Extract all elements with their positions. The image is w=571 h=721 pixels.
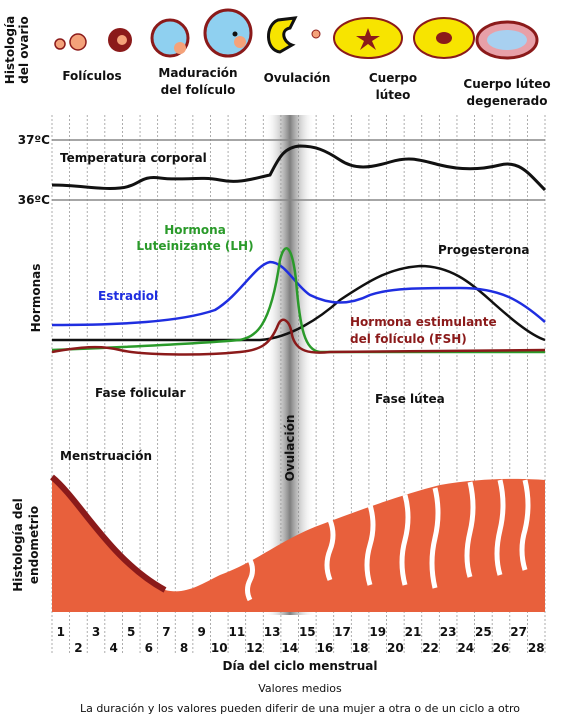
lh-label: Luteinizante (LH)	[136, 239, 253, 253]
stage-label: degenerado	[467, 94, 548, 108]
day-label: 8	[180, 641, 188, 655]
stage-label: Ovulación	[264, 71, 331, 85]
day-label: 22	[422, 641, 439, 655]
day-label: 14	[281, 641, 298, 655]
ovary-icons	[55, 10, 537, 58]
day-label: 12	[246, 641, 263, 655]
day-label: 17	[334, 625, 351, 639]
day-label: 23	[440, 625, 457, 639]
endometrium-axis-label: endometrio	[27, 506, 41, 584]
menstrual-cycle-diagram: Histología del ovario Folículos Maduraci…	[0, 0, 571, 721]
day-label: 18	[352, 641, 369, 655]
endometrium-axis-label: Histología del	[11, 498, 25, 591]
footer-note: La duración y los valores pueden diferir…	[80, 702, 520, 715]
day-label: 7	[162, 625, 170, 639]
ovulation-label: Ovulación	[283, 415, 297, 482]
phase-label: Fase folicular	[95, 386, 186, 400]
day-label: 3	[92, 625, 100, 639]
day-label: 28	[528, 641, 545, 655]
lh-label: Hormona	[164, 223, 226, 237]
stage-label: del folículo	[161, 83, 236, 97]
day-label: 20	[387, 641, 404, 655]
ovary-axis-label: Histología	[3, 16, 17, 84]
stage-label: lúteo	[376, 88, 411, 102]
stage-label: Maduración	[158, 66, 237, 80]
stage-label: Folículos	[62, 69, 121, 83]
day-label: 4	[109, 641, 117, 655]
day-label: 15	[299, 625, 316, 639]
estradiol-label: Estradiol	[98, 289, 158, 303]
day-label: 6	[145, 641, 153, 655]
day-label: 25	[475, 625, 492, 639]
day-label: 2	[74, 641, 82, 655]
phase-label: Fase lútea	[375, 392, 445, 406]
stage-label: Cuerpo	[369, 71, 417, 85]
progesterone-label: Progesterona	[438, 243, 530, 257]
day-label: 19	[369, 625, 386, 639]
hormones-axis-label: Hormonas	[29, 264, 43, 333]
temp-low: 36ºC	[18, 193, 50, 207]
day-label: 24	[457, 641, 474, 655]
day-labels: 1234567891011121314151617181920212223242…	[57, 625, 545, 655]
day-label: 10	[211, 641, 228, 655]
day-label: 27	[510, 625, 527, 639]
fsh-label: Hormona estimulante	[350, 315, 497, 329]
stage-label: Cuerpo lúteo	[463, 77, 550, 91]
temp-label: Temperatura corporal	[60, 151, 207, 165]
day-label: 13	[264, 625, 281, 639]
day-label: 26	[493, 641, 510, 655]
day-label: 16	[317, 641, 334, 655]
day-label: 21	[405, 625, 422, 639]
day-label: 1	[57, 625, 65, 639]
x-axis-label: Día del ciclo menstrual	[223, 659, 378, 673]
day-label: 11	[229, 625, 246, 639]
day-label: 9	[197, 625, 205, 639]
temp-high: 37ºC	[18, 133, 50, 147]
day-label: 5	[127, 625, 135, 639]
fsh-label: del folículo (FSH)	[350, 332, 467, 346]
footer-note: Valores medios	[258, 682, 342, 695]
ovary-axis-label: del ovario	[17, 16, 31, 83]
menstruation-label: Menstruación	[60, 449, 152, 463]
